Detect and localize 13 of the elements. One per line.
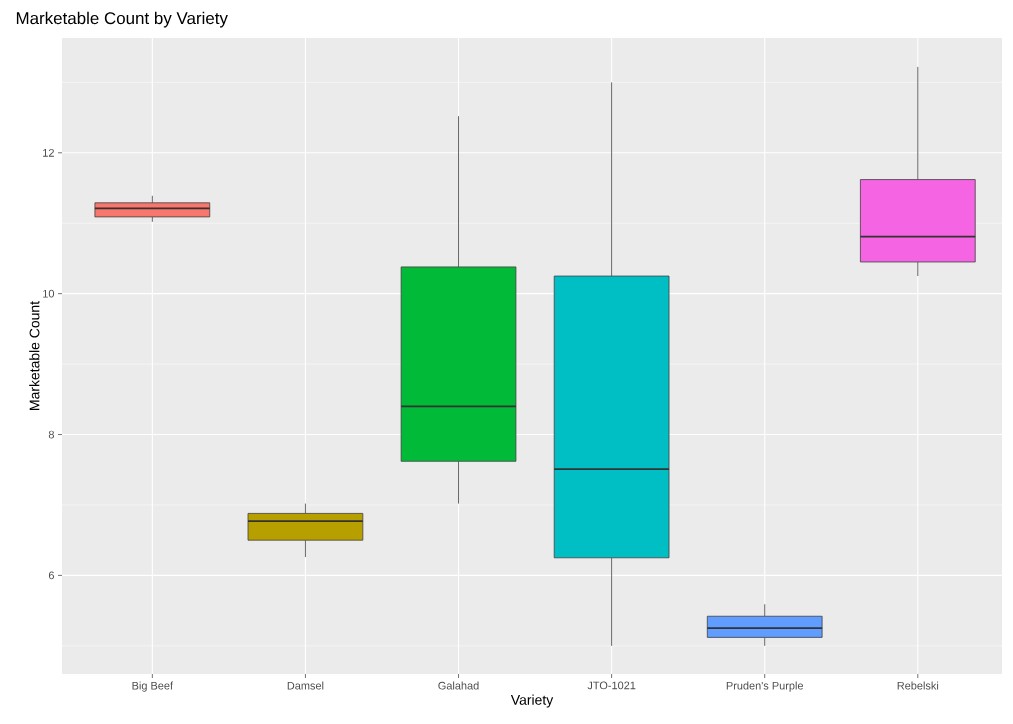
x-axis-title: Variety xyxy=(510,694,554,708)
x-tick-label: Big Beef xyxy=(132,681,174,692)
chart-title: Marketable Count by Variety xyxy=(16,11,228,28)
y-tick-label: 8 xyxy=(48,430,54,439)
x-tick-label: Damsel xyxy=(287,681,324,690)
y-tick-label: 12 xyxy=(43,148,54,157)
y-tick-label: 6 xyxy=(48,571,54,580)
x-tick-label: Pruden's Purple xyxy=(726,681,804,692)
y-axis-title: Marketable Count xyxy=(29,301,40,410)
x-tick-label: JTO-1021 xyxy=(587,681,636,690)
y-tick-label: 10 xyxy=(43,289,55,298)
x-tick-label: Rebelski xyxy=(897,681,939,690)
x-tick-label: Galahad xyxy=(438,681,479,690)
